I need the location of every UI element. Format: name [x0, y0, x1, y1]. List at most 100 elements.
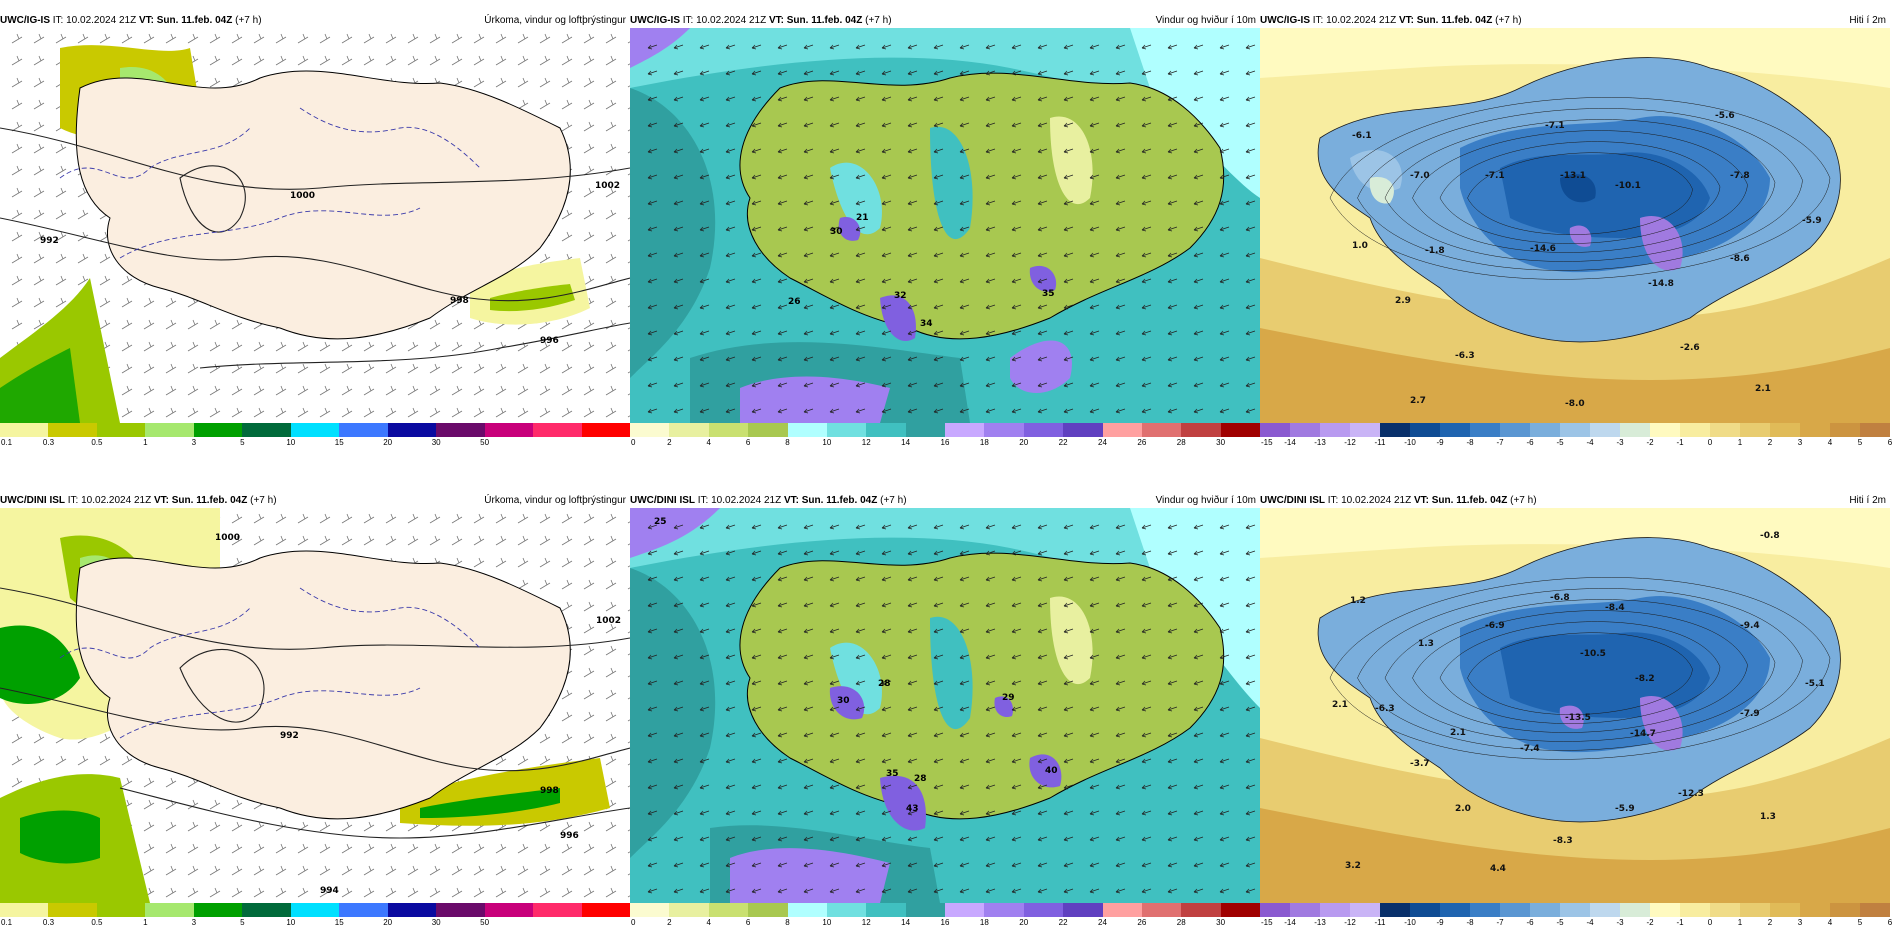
- temp-map: -0.8 1.2 -6.9 -6.8 -8.4 -9.4 1.3 -10.5 -…: [1260, 508, 1890, 903]
- wind-arrow-glyph: [1167, 810, 1178, 816]
- wind-arrow-glyph: [985, 96, 996, 102]
- wind-arrow-glyph: [803, 732, 814, 738]
- wind-arrow-glyph: [1115, 44, 1126, 50]
- wind-barb-glyph: [275, 887, 287, 898]
- wind-barb-glyph: [253, 363, 265, 374]
- it-value: 10.02.2024 21Z: [696, 15, 767, 26]
- wind-barb-glyph: [429, 407, 441, 418]
- wind-barb-glyph: [275, 535, 287, 546]
- wind-barb-glyph: [627, 609, 630, 612]
- temp-colorbar: [1260, 423, 1890, 437]
- wind-barb-glyph: [539, 407, 551, 418]
- wind-barb-glyph: [539, 385, 551, 396]
- wind-barb-glyph: [99, 253, 111, 264]
- wind-arrow-glyph: [1089, 382, 1100, 388]
- wind-arrow-glyph: [829, 836, 840, 842]
- wind-arrow-glyph: [985, 408, 996, 414]
- wind-arrow-glyph: [751, 680, 762, 686]
- wind-arrow-glyph: [1193, 70, 1204, 76]
- wind-arrow-glyph: [1219, 654, 1230, 660]
- wind-arrow-glyph: [907, 330, 918, 336]
- wind-arrow-glyph: [959, 550, 970, 556]
- wind-arrow-glyph: [1141, 122, 1152, 128]
- wind-arrow-glyph: [1193, 524, 1204, 530]
- wind-arrow-glyph: [699, 44, 710, 50]
- wind-arrow-glyph: [751, 382, 762, 388]
- colorbar-swatch: [1560, 903, 1590, 917]
- wind-barb-glyph: [561, 887, 573, 898]
- wind-arrow-glyph: [907, 602, 918, 608]
- wind-arrow-glyph: [1063, 576, 1074, 582]
- wind-arrow-glyph: [777, 732, 788, 738]
- colorbar-swatch: [1102, 423, 1142, 437]
- wind-arrow-glyph: [777, 96, 788, 102]
- wind-barb-glyph: [627, 41, 630, 44]
- temp-value: 2.1: [1332, 700, 1348, 710]
- wind-arrow-glyph: [1245, 252, 1256, 258]
- panel-title: Úrkoma, vindur og loftþrýstingur: [484, 15, 626, 26]
- wind-arrow-glyph: [1089, 758, 1100, 764]
- wind-barb-glyph: [341, 363, 353, 374]
- wind-arrow-glyph: [1193, 278, 1204, 284]
- wind-arrow-glyph: [1245, 44, 1256, 50]
- wind-barb-glyph: [429, 363, 441, 374]
- wind-arrow-glyph: [1193, 200, 1204, 206]
- colorbar-swatch: [1220, 903, 1260, 917]
- wind-arrow-glyph: [647, 862, 658, 868]
- wind-arrow-glyph: [933, 148, 944, 154]
- wind-arrow-glyph: [1219, 44, 1230, 50]
- wind-arrow-glyph: [1219, 810, 1230, 816]
- colorbar-swatch: [1350, 903, 1380, 917]
- wind-arrow-glyph: [985, 784, 996, 790]
- wind-barb-glyph: [165, 887, 177, 898]
- wind-arrow-glyph: [803, 654, 814, 660]
- wind-arrow-glyph: [725, 758, 736, 764]
- wind-arrow-glyph: [1011, 122, 1022, 128]
- wind-arrow-glyph: [1193, 148, 1204, 154]
- colorbar-swatch: [533, 423, 582, 437]
- wind-arrow-glyph: [1115, 524, 1126, 530]
- wind-arrow-glyph: [699, 784, 710, 790]
- isotherm-line: [1467, 152, 1693, 235]
- wind-max-label: 29: [1002, 693, 1015, 703]
- wind-barb-glyph: [539, 363, 551, 374]
- wind-arrow-glyph: [1037, 784, 1048, 790]
- wind-arrow-glyph: [933, 628, 944, 634]
- wind-arrow-glyph: [1037, 810, 1048, 816]
- wind-barb-glyph: [319, 821, 331, 832]
- wind-barb-glyph: [297, 843, 309, 854]
- wind-arrow-glyph: [1037, 732, 1048, 738]
- wind-barb-glyph: [319, 865, 331, 876]
- wind-arrow-glyph: [881, 784, 892, 790]
- panel-title: Úrkoma, vindur og loftþrýstingur: [484, 495, 626, 506]
- wind-arrow-glyph: [1141, 810, 1152, 816]
- wind-barb-glyph: [561, 209, 573, 220]
- wind-arrow-glyph: [1089, 706, 1100, 712]
- wind-barb-glyph: [627, 785, 630, 788]
- wind-arrow-glyph: [647, 576, 658, 582]
- vt-label: VT:: [768, 15, 784, 26]
- wind-barb-glyph: [583, 253, 595, 264]
- wind-barb-glyph: [165, 821, 177, 832]
- wind-arrow-glyph: [725, 304, 736, 310]
- wind-barb-glyph: [231, 799, 243, 810]
- wind-arrow-glyph: [1037, 200, 1048, 206]
- wind-arrow-glyph: [1115, 706, 1126, 712]
- wind-arrow-glyph: [933, 44, 944, 50]
- wind-arrow-glyph: [1037, 836, 1048, 842]
- wind-barb-glyph: [561, 55, 573, 66]
- colorbar-tick-label: 12: [861, 438, 871, 447]
- temp-value: 2.7: [1410, 396, 1426, 406]
- colorbar-swatch: [1440, 423, 1470, 437]
- wind-arrow-glyph: [1037, 550, 1048, 556]
- wind-arrow-glyph: [1141, 732, 1152, 738]
- wind-barb-glyph: [363, 55, 375, 66]
- wind-arrow-glyph: [907, 654, 918, 660]
- wind-arrow-glyph: [1245, 408, 1256, 414]
- wind-barb-glyph: [33, 755, 45, 766]
- wind-arrow-glyph: [647, 252, 658, 258]
- wind-arrow-glyph: [1063, 862, 1074, 868]
- colorbar-tick-label: 0.1: [1, 918, 13, 927]
- wind-arrow-glyph: [751, 278, 762, 284]
- wind-barb-glyph: [99, 733, 111, 744]
